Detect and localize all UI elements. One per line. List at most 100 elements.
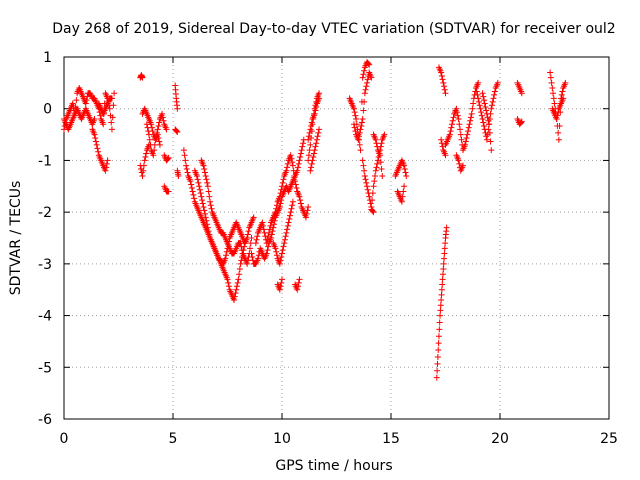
data-point bbox=[438, 72, 445, 79]
data-point bbox=[450, 114, 457, 121]
data-point bbox=[141, 157, 148, 164]
data-point bbox=[100, 121, 107, 128]
data-point bbox=[201, 169, 208, 176]
data-point bbox=[289, 159, 296, 166]
data-point bbox=[438, 297, 445, 304]
x-axis-label: GPS time / hours bbox=[275, 458, 392, 474]
data-point bbox=[264, 247, 271, 254]
data-point bbox=[182, 157, 189, 164]
data-point bbox=[454, 112, 461, 119]
data-point bbox=[174, 128, 181, 135]
data-point bbox=[469, 105, 476, 112]
data-point bbox=[204, 224, 211, 231]
data-point bbox=[265, 233, 272, 240]
data-point bbox=[233, 283, 240, 290]
data-point bbox=[222, 255, 229, 262]
data-point bbox=[364, 76, 371, 83]
data-point bbox=[183, 162, 190, 169]
data-point bbox=[279, 276, 285, 283]
data-point bbox=[296, 276, 303, 283]
data-point bbox=[197, 190, 204, 197]
data-point bbox=[475, 79, 482, 86]
data-point bbox=[435, 333, 442, 340]
data-point bbox=[365, 60, 372, 67]
data-point bbox=[237, 260, 244, 267]
data-point bbox=[248, 250, 255, 257]
data-point bbox=[188, 185, 195, 192]
data-point bbox=[401, 183, 408, 190]
data-point bbox=[435, 347, 442, 354]
data-point bbox=[434, 360, 441, 367]
data-point bbox=[289, 198, 296, 205]
data-point bbox=[111, 90, 118, 97]
data-point bbox=[313, 103, 320, 110]
data-point bbox=[108, 126, 115, 133]
data-point bbox=[205, 228, 212, 235]
data-point bbox=[487, 138, 494, 145]
data-point bbox=[363, 83, 370, 90]
data-point bbox=[548, 79, 555, 86]
data-point bbox=[357, 147, 364, 154]
y-axis-label: SDTVAR / TECUs bbox=[8, 181, 24, 296]
data-point bbox=[316, 95, 323, 102]
data-point bbox=[490, 95, 497, 102]
y-tick-label: 0 bbox=[43, 102, 52, 118]
data-point bbox=[266, 226, 273, 233]
data-point bbox=[183, 166, 190, 173]
data-point bbox=[356, 133, 363, 140]
data-point bbox=[295, 160, 302, 167]
data-point bbox=[438, 291, 445, 298]
data-point bbox=[311, 110, 318, 117]
data-point bbox=[284, 222, 291, 229]
data-point bbox=[308, 122, 315, 129]
data-point bbox=[488, 147, 495, 154]
y-tick-label: -4 bbox=[38, 309, 52, 325]
data-point bbox=[180, 147, 187, 154]
data-point bbox=[156, 119, 163, 126]
data-point bbox=[378, 140, 385, 147]
data-point bbox=[225, 283, 232, 290]
data-point bbox=[260, 226, 267, 233]
data-point bbox=[367, 200, 374, 207]
data-point bbox=[401, 162, 408, 169]
data-point bbox=[236, 266, 243, 273]
data-point bbox=[486, 121, 493, 128]
data-point bbox=[298, 147, 305, 154]
data-point bbox=[250, 214, 257, 221]
data-point bbox=[550, 90, 557, 97]
data-point bbox=[279, 183, 285, 190]
data-point bbox=[448, 124, 455, 131]
data-point bbox=[467, 114, 474, 121]
data-point bbox=[201, 210, 208, 217]
data-point bbox=[462, 141, 469, 148]
data-point bbox=[273, 205, 280, 212]
data-point bbox=[207, 198, 214, 205]
data-point bbox=[547, 69, 554, 76]
data-point bbox=[379, 172, 386, 179]
data-point bbox=[475, 95, 482, 102]
data-point bbox=[477, 105, 484, 112]
data-point bbox=[278, 186, 285, 193]
data-point bbox=[190, 191, 197, 198]
data-point bbox=[357, 126, 364, 133]
data-point bbox=[465, 124, 472, 131]
data-point bbox=[206, 193, 213, 200]
data-point bbox=[247, 240, 254, 247]
data-point bbox=[455, 116, 462, 123]
data-point bbox=[402, 169, 409, 176]
data-point bbox=[110, 102, 117, 109]
data-point bbox=[294, 283, 301, 290]
data-point bbox=[455, 157, 462, 164]
data-point bbox=[310, 150, 317, 157]
data-point bbox=[481, 100, 488, 107]
data-point bbox=[353, 116, 360, 123]
data-point bbox=[459, 162, 466, 169]
data-point bbox=[463, 135, 470, 142]
data-point bbox=[252, 240, 259, 247]
data-point bbox=[359, 74, 366, 81]
data-point bbox=[436, 326, 443, 333]
data-point bbox=[470, 100, 477, 107]
data-point bbox=[156, 141, 163, 148]
data-point bbox=[283, 167, 290, 174]
data-point bbox=[207, 202, 214, 209]
